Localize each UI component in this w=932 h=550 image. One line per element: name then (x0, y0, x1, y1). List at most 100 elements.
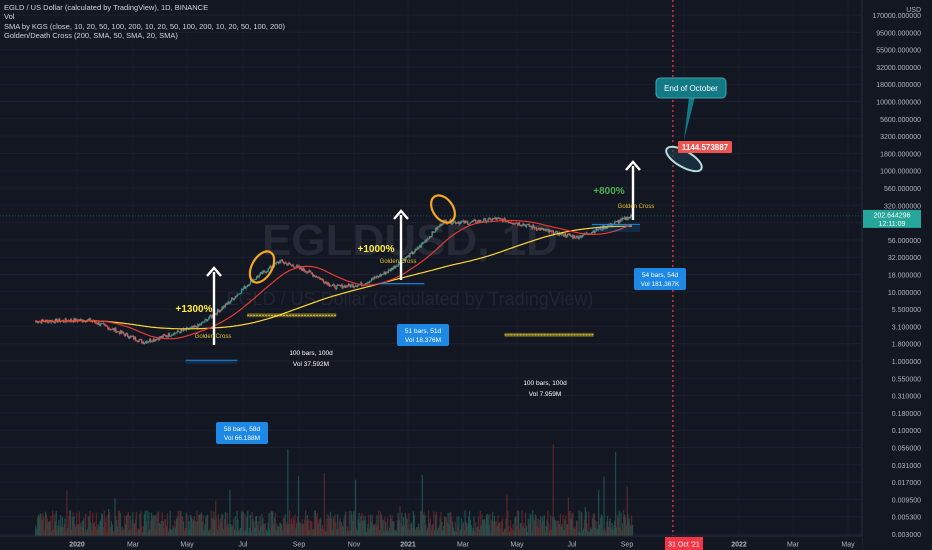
legend-symbol[interactable]: EGLD / US Dollar (calculated by TradingV… (4, 3, 209, 12)
candle-body (287, 264, 289, 266)
volume-bar (300, 525, 302, 536)
volume-bar (549, 530, 551, 536)
volume-bar (274, 512, 276, 536)
candle-body (137, 341, 139, 343)
candle-body (325, 281, 327, 283)
candle-body (407, 255, 409, 257)
candle-body (390, 268, 392, 271)
volume-bar (157, 512, 159, 536)
y-tick-label: 0.100000 (892, 428, 921, 435)
volume-bar (37, 515, 40, 536)
arrow-3-head (625, 160, 641, 171)
candle-body (269, 265, 271, 269)
y-tick-label: 0.056000 (892, 446, 921, 453)
candle-body (528, 223, 530, 227)
candle-body (37, 322, 40, 323)
volume-bar (277, 526, 279, 536)
volume-bar (579, 531, 581, 536)
volume-bar (121, 526, 123, 536)
y-tick-label: 0.180000 (892, 411, 921, 418)
volume-bar (257, 521, 260, 536)
candle-body (398, 262, 400, 264)
legend-volume[interactable]: Vol (4, 12, 15, 22)
volume-bar (419, 529, 421, 536)
volume-bar (107, 515, 109, 536)
candle-body (490, 218, 492, 221)
golden-cross-label: Golden Cross (618, 204, 655, 210)
volume-bar (505, 518, 507, 536)
volume-bar (186, 529, 188, 536)
candle-body (373, 276, 375, 279)
candle-body (207, 319, 209, 322)
candle-body (121, 331, 123, 334)
volume-bar (103, 510, 105, 536)
candle-body (80, 319, 82, 321)
volume-bar (340, 522, 342, 536)
volume-bar (151, 518, 154, 536)
candle-body (572, 235, 574, 238)
candle-body (98, 322, 100, 326)
candle-body (375, 277, 377, 278)
volume-bar (169, 510, 171, 536)
volume-bar (623, 514, 626, 536)
volume-bar (249, 514, 251, 536)
volume-bar (440, 512, 442, 536)
candle-body (282, 261, 285, 264)
watermark-subtitle: EGLD / US Dollar (calculated by TradingV… (227, 289, 594, 309)
top-circle (430, 194, 456, 224)
y-tick-label: 32.000000 (888, 255, 921, 262)
volume-bar (358, 512, 360, 536)
volume-bar (166, 513, 169, 536)
candle-body (53, 322, 56, 323)
volume-bar (231, 525, 234, 536)
volume-bar (330, 518, 333, 536)
candle-body (323, 282, 326, 284)
volume-bar (226, 512, 228, 536)
volume-bar (291, 524, 293, 536)
candle-body (274, 263, 277, 264)
candle-body (207, 318, 210, 320)
volume-bar (387, 531, 390, 536)
callout-text: End of October (664, 84, 718, 93)
candle-body (316, 277, 318, 278)
volume-bar (631, 515, 633, 536)
candle-body (198, 324, 200, 326)
candle-body (598, 228, 600, 230)
volume-bar (76, 512, 78, 536)
volume-bar (248, 531, 250, 536)
candle-body (290, 264, 293, 266)
measure-5-range (591, 224, 640, 232)
candle-body (163, 334, 165, 336)
volume-bar (588, 511, 590, 536)
candle-body (123, 333, 125, 335)
volume-bar (550, 529, 553, 536)
legend-cross-indicator[interactable]: Golden/Death Cross (200, SMA, 50, SMA, 2… (4, 30, 178, 40)
volume-bar (119, 513, 121, 536)
volume-bar (170, 529, 172, 536)
volume-bar (47, 522, 49, 536)
volume-bar (600, 514, 602, 536)
candle-body (265, 271, 268, 273)
volume-bar (627, 514, 629, 536)
volume-bar (525, 512, 527, 536)
volume-bar (375, 526, 377, 536)
volume-bar (624, 516, 626, 536)
volume-bar (245, 530, 247, 536)
candle-body (329, 285, 332, 287)
volume-bar (471, 530, 473, 536)
candle-body (427, 238, 430, 240)
legend-sma-indicator[interactable]: SMA by KGS (close, 10, 20, 50, 100, 200,… (4, 21, 286, 31)
candle-body (139, 339, 141, 341)
volume-bar (526, 531, 529, 536)
volume-bar (345, 511, 347, 536)
volume-bar (416, 527, 418, 536)
candle-body (232, 298, 235, 300)
candle-body (211, 314, 213, 318)
y-tick-label: 0.017000 (892, 480, 921, 487)
candle-body (237, 293, 239, 295)
volume-bar (39, 513, 41, 536)
volume-bar (182, 521, 185, 536)
y-tick-label: 5600.000000 (880, 117, 921, 124)
